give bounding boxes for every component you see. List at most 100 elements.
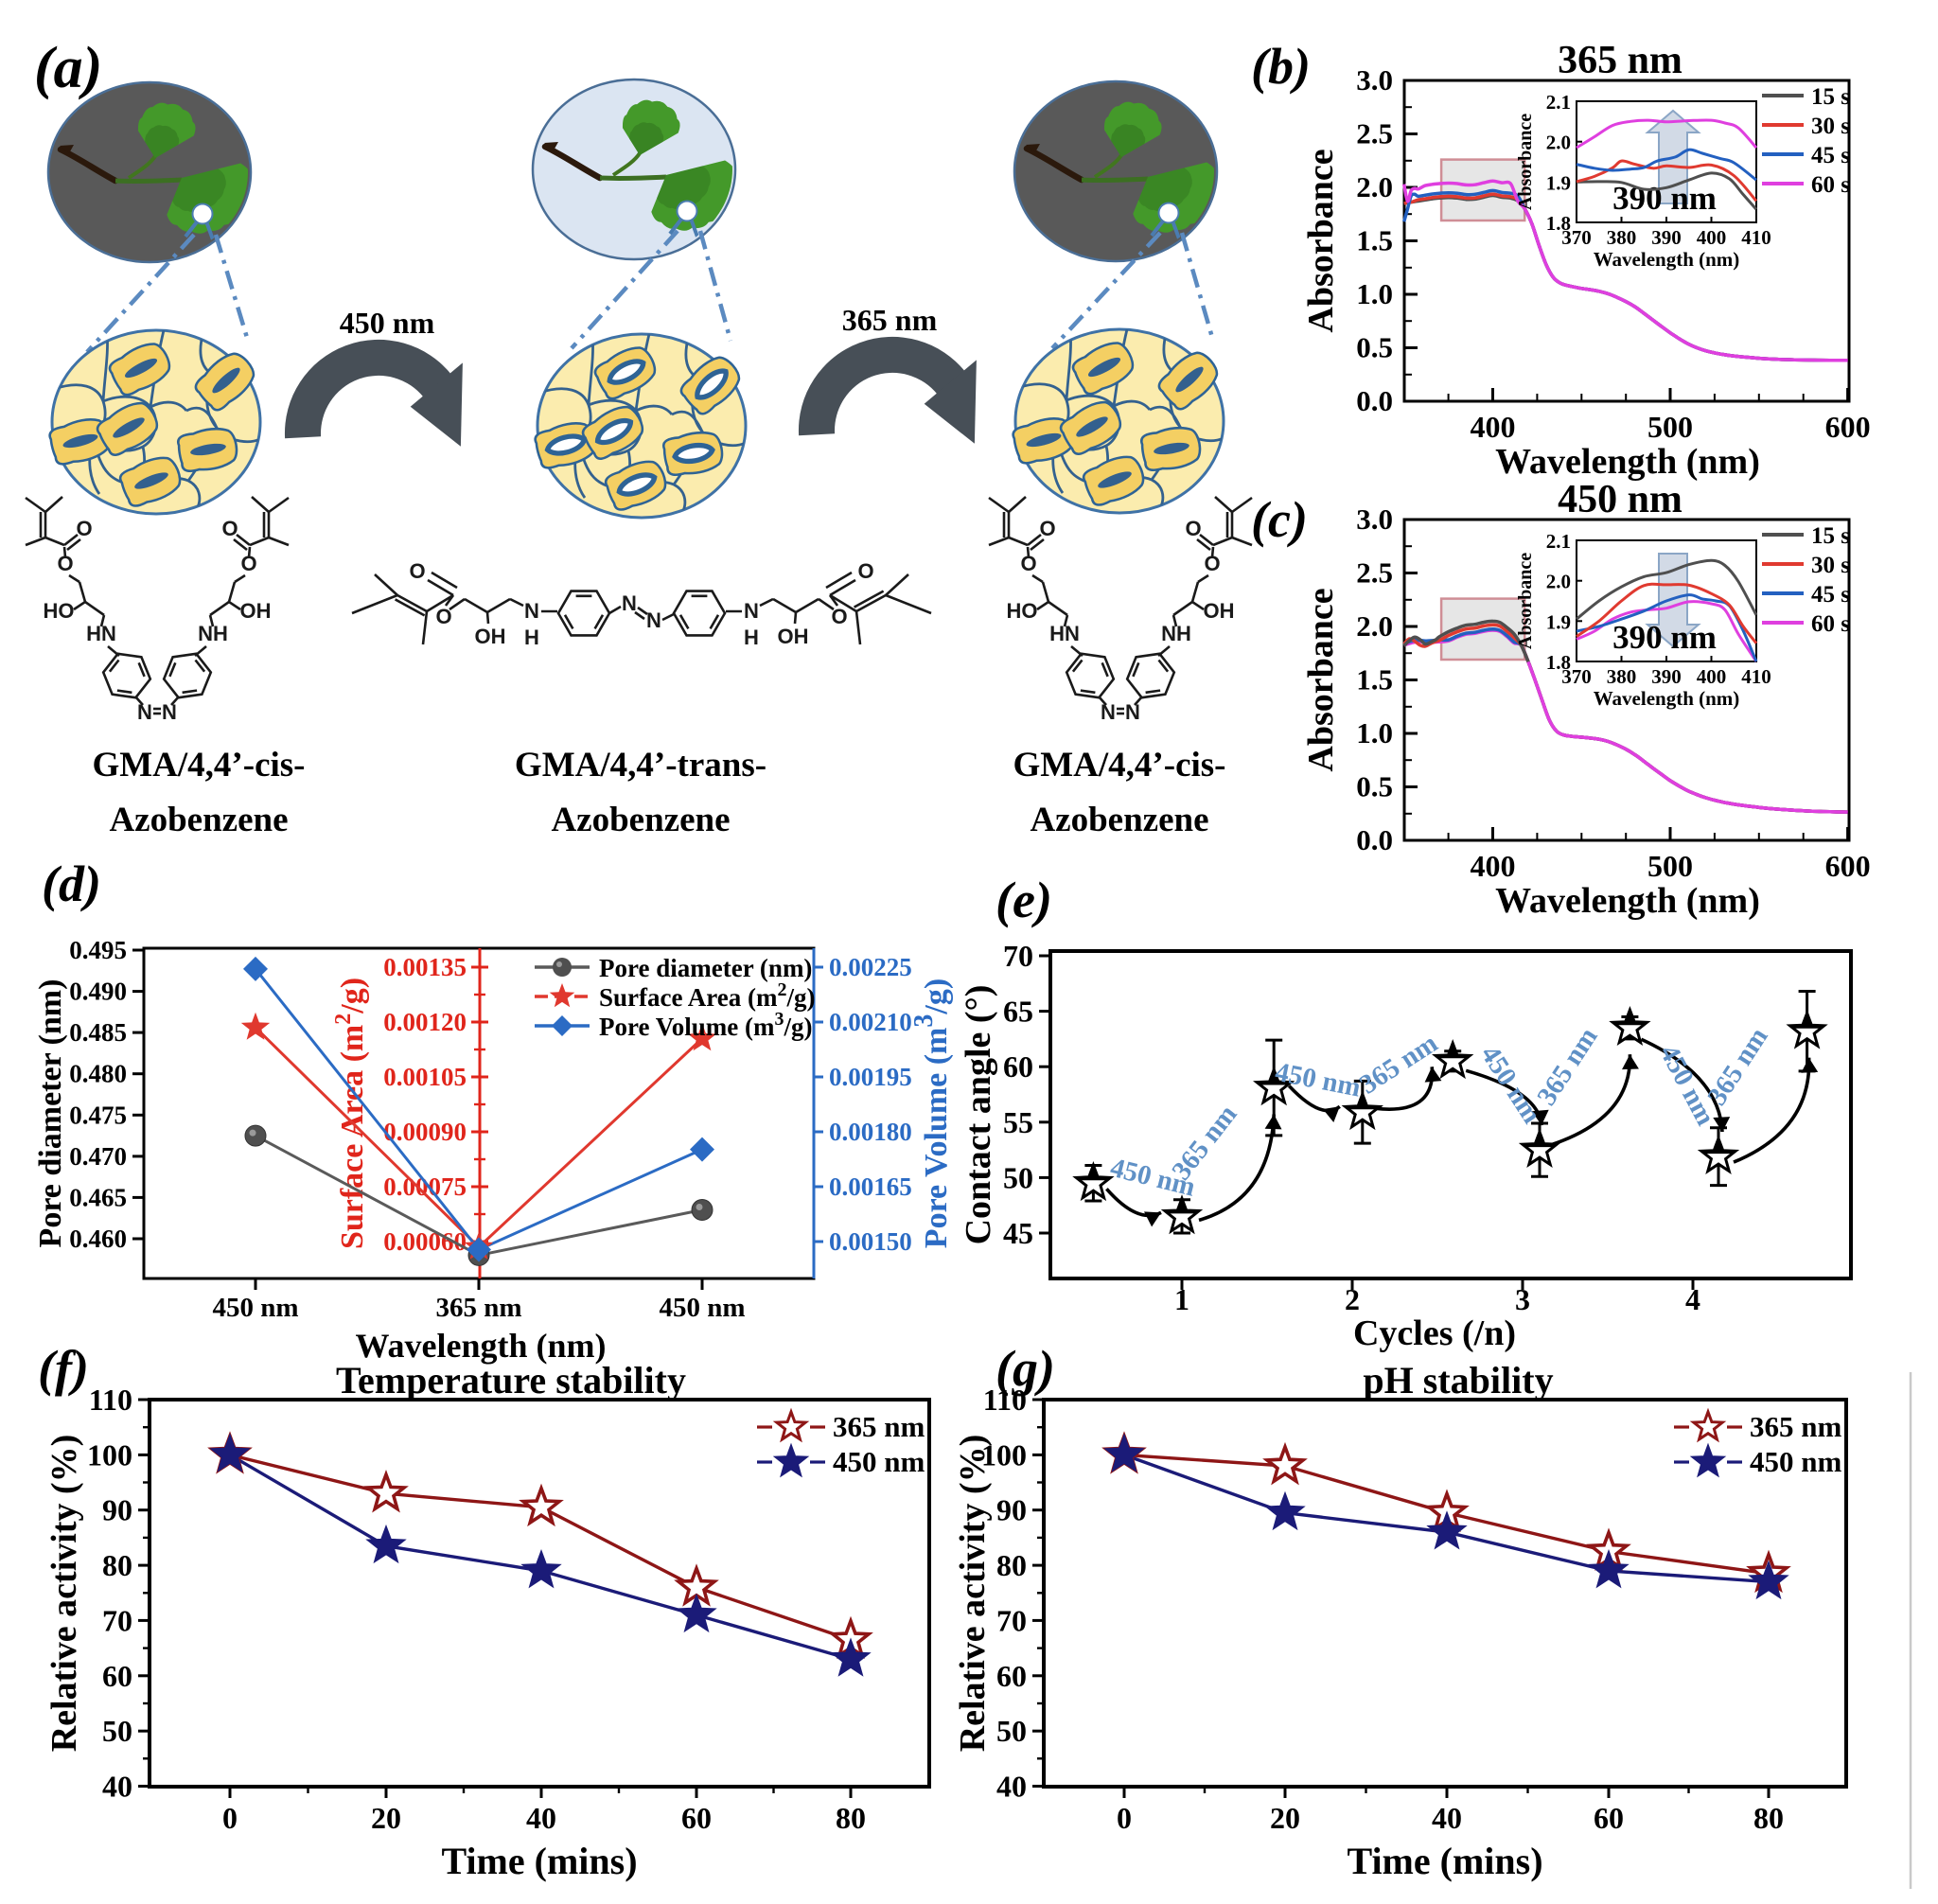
svg-text:3.0: 3.0 bbox=[1356, 502, 1393, 536]
svg-text:60 s: 60 s bbox=[1811, 611, 1850, 637]
svg-text:Time (mins): Time (mins) bbox=[441, 1840, 637, 1882]
svg-text:Absorbance: Absorbance bbox=[1301, 149, 1341, 332]
svg-text:60 s: 60 s bbox=[1811, 172, 1850, 198]
svg-text:390: 390 bbox=[1651, 226, 1682, 249]
svg-text:450 nm: 450 nm bbox=[659, 1293, 745, 1323]
svg-text:(b): (b) bbox=[1251, 38, 1311, 95]
svg-text:HN: HN bbox=[1049, 622, 1080, 645]
svg-text:3.0: 3.0 bbox=[1356, 63, 1393, 97]
svg-text:500: 500 bbox=[1647, 410, 1693, 444]
svg-text:1.8: 1.8 bbox=[1546, 212, 1571, 235]
svg-text:0.00225: 0.00225 bbox=[829, 953, 912, 981]
svg-text:(a): (a) bbox=[34, 36, 102, 100]
svg-text:Absorbance: Absorbance bbox=[1515, 114, 1536, 210]
svg-text:2.0: 2.0 bbox=[1546, 571, 1571, 593]
svg-text:450 nm: 450 nm bbox=[833, 1445, 925, 1478]
svg-text:70: 70 bbox=[996, 1603, 1027, 1637]
svg-text:600: 600 bbox=[1825, 849, 1871, 883]
svg-text:GMA/4,4’-trans-: GMA/4,4’-trans- bbox=[515, 746, 766, 785]
svg-text:365 nm: 365 nm bbox=[842, 303, 938, 337]
svg-text:0.465: 0.465 bbox=[69, 1183, 127, 1211]
svg-text:80: 80 bbox=[836, 1801, 866, 1835]
svg-text:Wavelength (nm): Wavelength (nm) bbox=[356, 1327, 607, 1365]
svg-text:0.485: 0.485 bbox=[69, 1018, 127, 1047]
svg-text:410: 410 bbox=[1741, 226, 1771, 249]
svg-text:O: O bbox=[1185, 517, 1201, 540]
svg-text:NH: NH bbox=[198, 622, 228, 645]
svg-text:(c): (c) bbox=[1251, 491, 1308, 548]
svg-text:2.5: 2.5 bbox=[1356, 556, 1393, 590]
svg-text:Wavelength (nm): Wavelength (nm) bbox=[1495, 442, 1760, 482]
svg-text:55: 55 bbox=[1003, 1105, 1033, 1139]
svg-text:1.8: 1.8 bbox=[1546, 651, 1571, 674]
svg-text:500: 500 bbox=[1647, 849, 1693, 883]
svg-text:2.1: 2.1 bbox=[1546, 91, 1571, 114]
svg-text:4: 4 bbox=[1685, 1282, 1700, 1316]
svg-text:0.00195: 0.00195 bbox=[829, 1063, 912, 1091]
svg-text:O: O bbox=[76, 517, 92, 540]
svg-text:GMA/4,4’-cis-: GMA/4,4’-cis- bbox=[1013, 746, 1225, 785]
svg-text:365 nm: 365 nm bbox=[435, 1293, 521, 1323]
svg-text:(d): (d) bbox=[42, 855, 101, 912]
svg-text:N: N bbox=[1101, 700, 1116, 724]
svg-text:450 nm: 450 nm bbox=[212, 1293, 298, 1323]
svg-text:45 s: 45 s bbox=[1811, 143, 1850, 168]
svg-text:60: 60 bbox=[996, 1659, 1027, 1693]
svg-text:40: 40 bbox=[1432, 1801, 1462, 1835]
svg-text:N: N bbox=[744, 599, 759, 623]
svg-text:100: 100 bbox=[981, 1437, 1027, 1472]
svg-text:100: 100 bbox=[87, 1437, 132, 1472]
svg-text:60: 60 bbox=[1594, 1801, 1624, 1835]
svg-text:380: 380 bbox=[1607, 226, 1637, 249]
svg-text:0.00210: 0.00210 bbox=[829, 1008, 912, 1036]
svg-text:20: 20 bbox=[371, 1801, 401, 1835]
svg-text:400: 400 bbox=[1471, 849, 1516, 883]
svg-text:390: 390 bbox=[1651, 665, 1682, 688]
svg-text:0: 0 bbox=[1117, 1801, 1132, 1835]
svg-text:OH: OH bbox=[240, 599, 272, 623]
svg-text:(f): (f) bbox=[38, 1340, 89, 1397]
svg-text:OH: OH bbox=[778, 625, 809, 648]
svg-text:40: 40 bbox=[526, 1801, 556, 1835]
svg-text:Time (mins): Time (mins) bbox=[1347, 1840, 1542, 1882]
svg-text:Azobenzene: Azobenzene bbox=[551, 801, 730, 839]
svg-text:0.00090: 0.00090 bbox=[383, 1118, 467, 1146]
svg-text:1.5: 1.5 bbox=[1356, 663, 1393, 696]
svg-text:2.5: 2.5 bbox=[1356, 117, 1393, 150]
svg-text:0.475: 0.475 bbox=[69, 1101, 127, 1129]
svg-text:110: 110 bbox=[983, 1383, 1027, 1417]
svg-text:2.1: 2.1 bbox=[1546, 530, 1571, 553]
svg-text:1: 1 bbox=[1174, 1282, 1189, 1316]
svg-text:1.0: 1.0 bbox=[1356, 716, 1393, 749]
svg-text:Contact angle (°): Contact angle (°) bbox=[959, 985, 998, 1245]
svg-text:50: 50 bbox=[102, 1714, 132, 1748]
svg-text:30 s: 30 s bbox=[1811, 114, 1850, 139]
svg-text:2.0: 2.0 bbox=[1546, 132, 1571, 154]
svg-text:O: O bbox=[857, 559, 873, 583]
svg-text:600: 600 bbox=[1825, 410, 1871, 444]
svg-text:20: 20 bbox=[1270, 1801, 1300, 1835]
svg-text:365 nm: 365 nm bbox=[1750, 1410, 1841, 1443]
svg-text:0.00150: 0.00150 bbox=[829, 1227, 912, 1256]
svg-text:0.480: 0.480 bbox=[69, 1060, 127, 1088]
svg-text:450 nm: 450 nm bbox=[340, 306, 435, 340]
svg-text:Pore diameter (nm): Pore diameter (nm) bbox=[599, 954, 812, 982]
svg-text:0.470: 0.470 bbox=[69, 1142, 127, 1171]
svg-text:OH: OH bbox=[1204, 599, 1235, 623]
svg-text:O: O bbox=[1020, 552, 1036, 575]
svg-text:Temperature stability: Temperature stability bbox=[336, 1359, 686, 1402]
svg-text:GMA/4,4’-cis-: GMA/4,4’-cis- bbox=[92, 746, 305, 785]
svg-text:(e): (e) bbox=[995, 872, 1052, 928]
svg-text:N: N bbox=[646, 608, 661, 632]
svg-text:2.0: 2.0 bbox=[1356, 170, 1393, 203]
svg-text:400: 400 bbox=[1697, 226, 1727, 249]
svg-text:O: O bbox=[1204, 552, 1220, 575]
svg-text:450 nm: 450 nm bbox=[1558, 478, 1683, 521]
svg-text:3: 3 bbox=[1515, 1282, 1530, 1316]
svg-text:80: 80 bbox=[1753, 1801, 1784, 1835]
svg-text:Wavelength (nm): Wavelength (nm) bbox=[1495, 881, 1760, 921]
svg-text:N: N bbox=[162, 700, 177, 724]
svg-text:Azobenzene: Azobenzene bbox=[1030, 801, 1208, 839]
svg-text:Absorbance: Absorbance bbox=[1515, 553, 1536, 649]
svg-text:0.0: 0.0 bbox=[1356, 384, 1393, 417]
